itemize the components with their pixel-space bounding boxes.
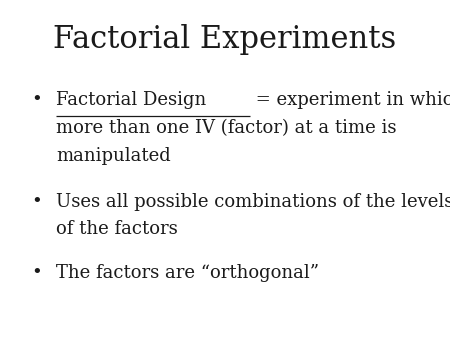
- Text: of the factors: of the factors: [56, 220, 178, 238]
- Text: more than one IV (factor) at a time is: more than one IV (factor) at a time is: [56, 119, 397, 137]
- Text: manipulated: manipulated: [56, 147, 171, 165]
- Text: •: •: [32, 193, 42, 211]
- Text: The factors are “orthogonal”: The factors are “orthogonal”: [56, 264, 320, 282]
- Text: •: •: [32, 91, 42, 109]
- Text: •: •: [32, 264, 42, 282]
- Text: Factorial Experiments: Factorial Experiments: [54, 24, 396, 55]
- Text: Uses all possible combinations of the levels: Uses all possible combinations of the le…: [56, 193, 450, 211]
- Text: = experiment in which: = experiment in which: [250, 91, 450, 109]
- Text: Factorial Design: Factorial Design: [56, 91, 207, 109]
